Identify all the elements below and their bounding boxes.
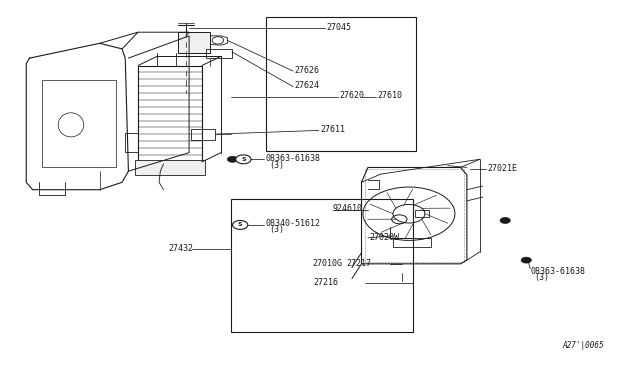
Bar	[266, 17, 416, 151]
Circle shape	[500, 218, 510, 224]
Circle shape	[227, 156, 237, 162]
Text: 27216: 27216	[314, 278, 339, 287]
Text: 27610: 27610	[378, 92, 403, 100]
Bar	[365, 169, 464, 262]
Text: 27432: 27432	[169, 244, 194, 253]
Bar	[178, 32, 210, 52]
Text: 27611: 27611	[320, 125, 345, 134]
Text: 27010G: 27010G	[312, 259, 342, 267]
Text: 08340-51612: 08340-51612	[266, 219, 321, 228]
Circle shape	[232, 221, 248, 230]
Bar	[42, 80, 116, 167]
Text: 08363-61638: 08363-61638	[531, 267, 586, 276]
Text: (3): (3)	[534, 273, 550, 282]
Bar	[138, 65, 202, 162]
Text: 924610: 924610	[333, 205, 363, 214]
Text: 27045: 27045	[326, 23, 351, 32]
Text: 27620: 27620	[339, 92, 364, 100]
Text: 27624: 27624	[294, 81, 319, 90]
Text: A27'|0065: A27'|0065	[563, 341, 604, 350]
Text: 27021E: 27021E	[487, 164, 517, 173]
Circle shape	[236, 155, 251, 164]
Text: 27217: 27217	[347, 259, 372, 267]
Bar	[206, 49, 232, 58]
Text: (3): (3)	[269, 225, 284, 234]
Text: S: S	[241, 157, 246, 162]
Text: (3): (3)	[269, 161, 284, 170]
Bar	[191, 129, 215, 140]
Bar	[230, 199, 413, 333]
Bar	[135, 160, 205, 175]
Bar	[393, 238, 431, 247]
Bar	[415, 210, 429, 217]
Text: 27020W: 27020W	[370, 232, 400, 242]
Circle shape	[521, 257, 531, 263]
Text: S: S	[238, 222, 243, 227]
Text: 08363-61638: 08363-61638	[265, 154, 320, 163]
Text: 27626: 27626	[294, 66, 319, 75]
